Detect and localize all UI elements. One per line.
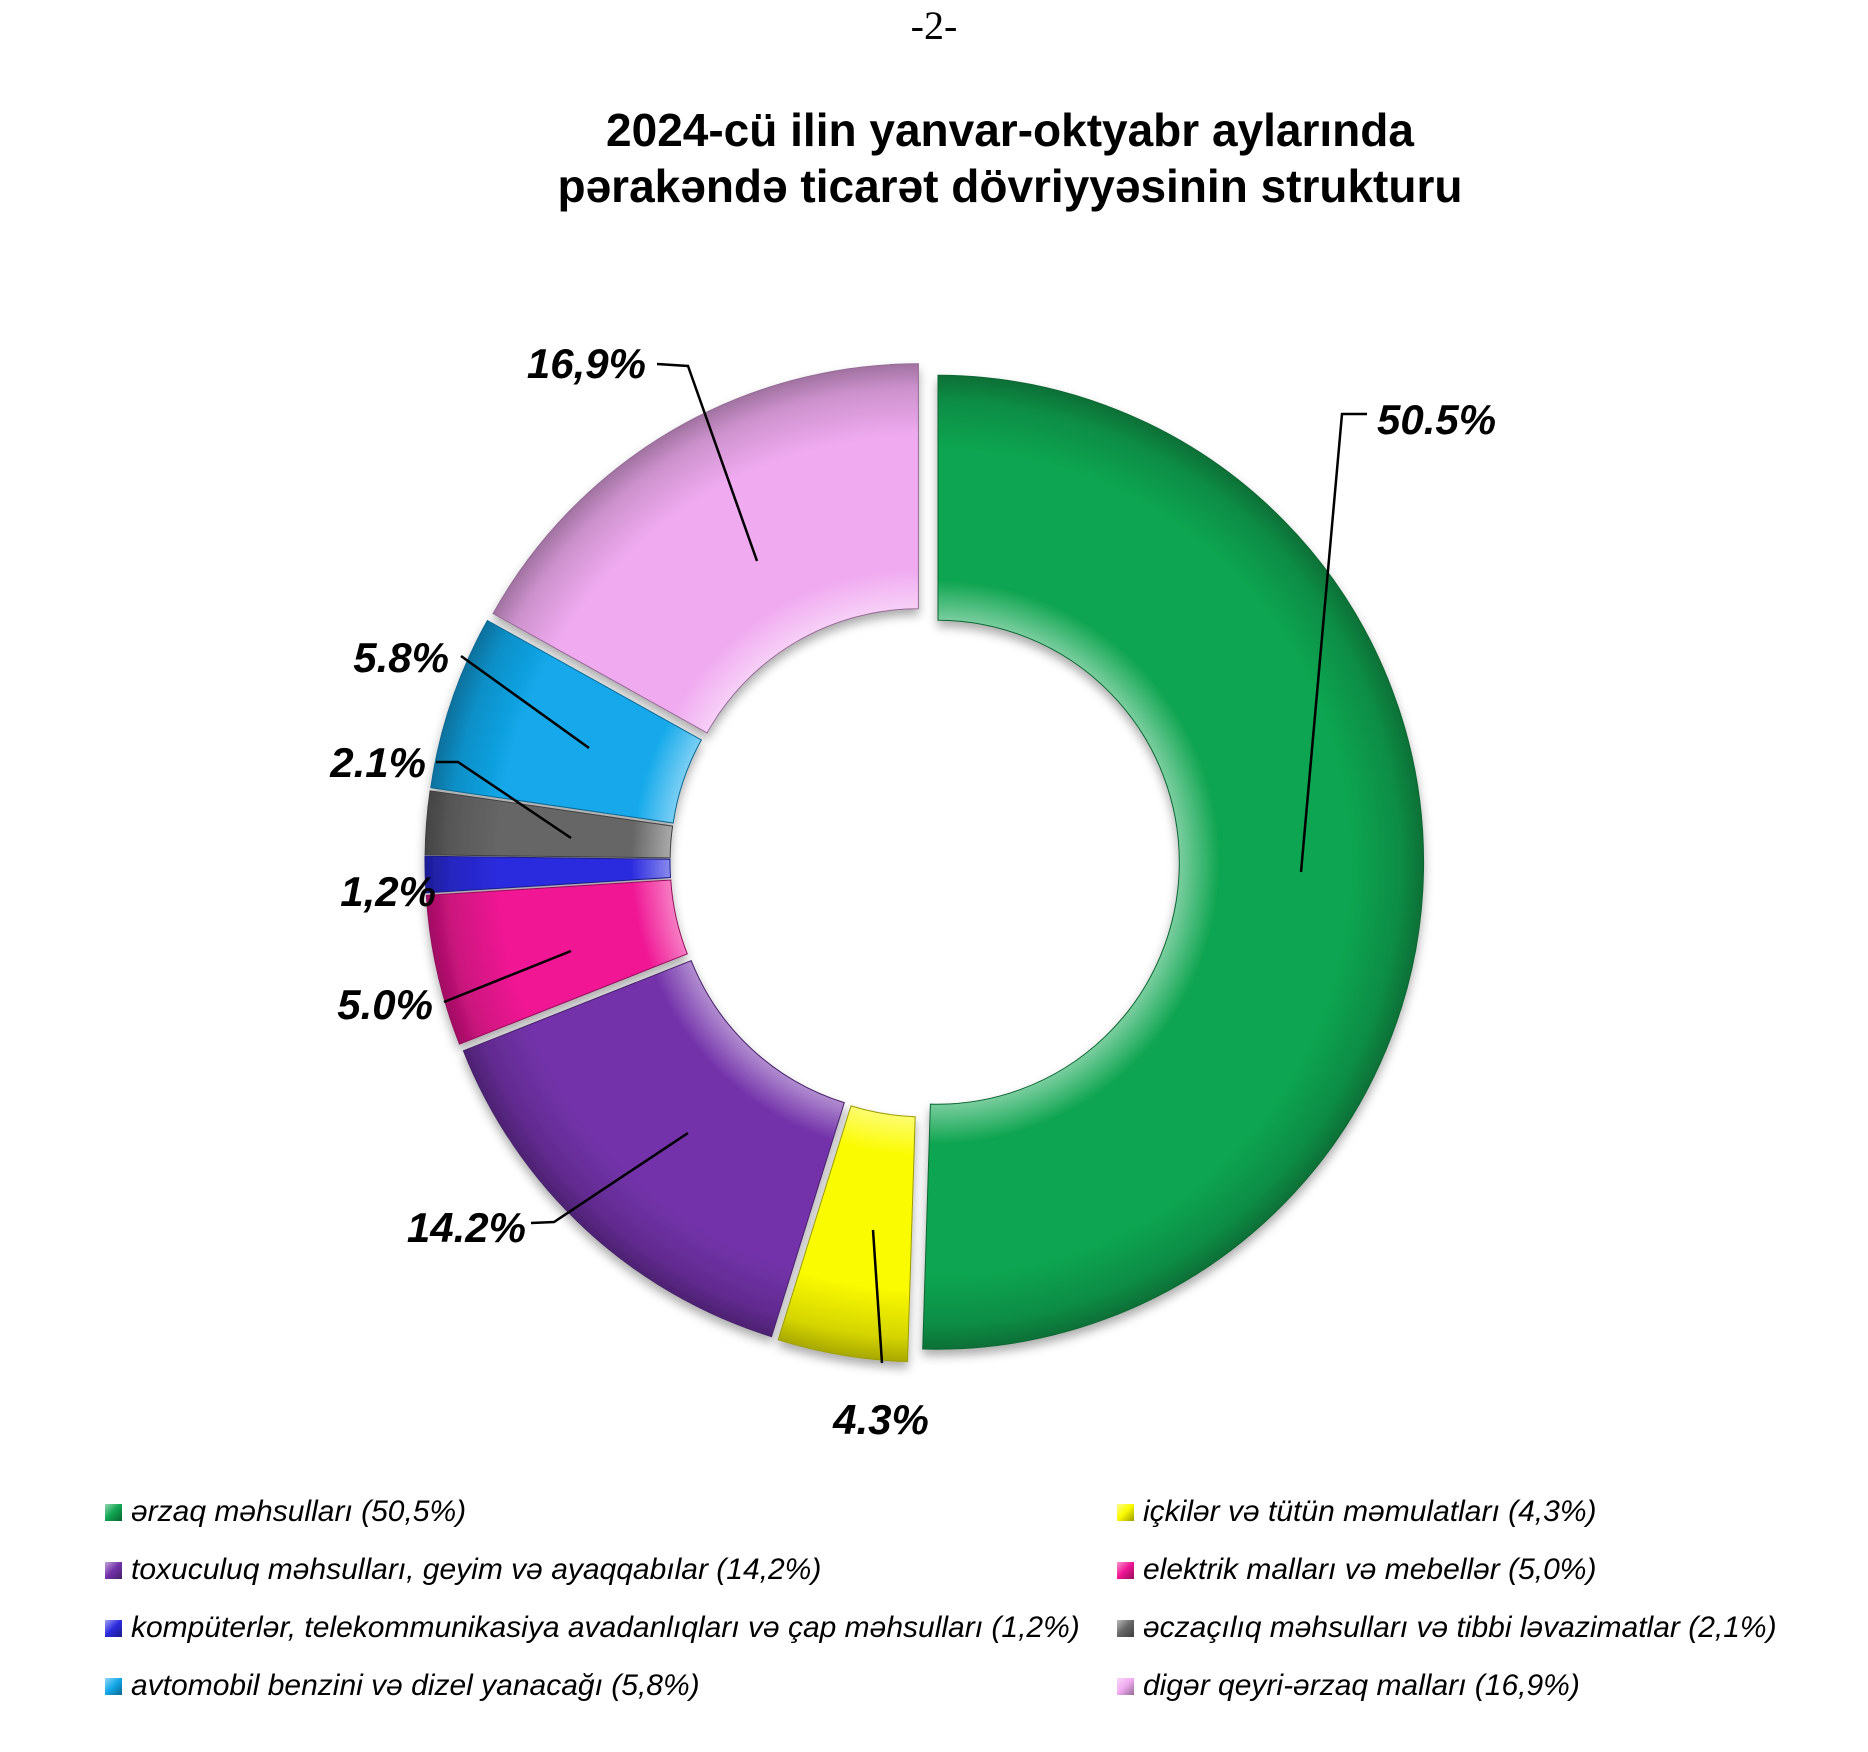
legend-item: toxuculuq məhsulları, geyim və ayaqqabıl… xyxy=(105,1541,1080,1599)
legend-item: əczaçılıq məhsulları və tibbi ləvazimatl… xyxy=(1117,1599,1777,1657)
legend-label: ərzaq məhsulları (50,5%) xyxy=(131,1495,467,1528)
donut-slices xyxy=(424,363,1425,1363)
leader-line-electrical-goods-furniture xyxy=(443,949,572,1004)
slice-label-computers-telecom-print: 1,2% xyxy=(340,868,436,915)
donut-segment-petrol-diesel xyxy=(430,619,703,824)
chart-title: 2024-cü ilin yanvar-oktyabr aylarında pə… xyxy=(557,104,1463,213)
leader-line-pharmaceutical-medical xyxy=(436,760,572,840)
slice-label-pharmaceutical-medical: 2.1% xyxy=(329,739,426,786)
legend-label: əczaçılıq məhsulları və tibbi ləvazimatl… xyxy=(1143,1611,1777,1644)
donut-segment-textiles-clothing-footwear xyxy=(462,959,845,1338)
donut-segment-beverages-tobacco xyxy=(777,1105,916,1363)
legend-label: elektrik malları və mebellər (5,0%) xyxy=(1143,1553,1597,1586)
donut-segment-electrical-goods-furniture xyxy=(425,879,688,1045)
slice-label-beverages-tobacco: 4.3% xyxy=(832,1396,929,1443)
legend-item: elektrik malları və mebellər (5,0%) xyxy=(1117,1541,1777,1599)
leader-line-beverages-tobacco xyxy=(871,1229,884,1364)
legend-right-column: içkilər və tütün məmulatları (4,3%) elekt… xyxy=(1117,1483,1777,1715)
leader-line-petrol-diesel xyxy=(460,654,590,750)
legend-label: avtomobil benzini və dizel yanacağı (5,8… xyxy=(131,1669,700,1702)
legend-swatch-icon xyxy=(105,1677,122,1695)
legend-swatch-icon xyxy=(1117,1561,1134,1579)
donut-segment-other-non-food xyxy=(492,363,919,734)
legend-item: avtomobil benzini və dizel yanacağı (5,8… xyxy=(105,1657,1080,1715)
slice-label-other-non-food: 16,9% xyxy=(527,340,646,387)
slice-label-textiles-clothing-footwear: 14.2% xyxy=(407,1204,526,1251)
legend-swatch-icon xyxy=(1117,1503,1134,1521)
donut-segment-computers-telecom-print xyxy=(424,855,672,894)
slice-label-food-products: 50.5% xyxy=(1377,396,1496,443)
donut-segment-food-products xyxy=(922,374,1425,1350)
donut-labels: 50.5% 4.3% 14.2% 5.0% 1,2% 2.1% 5.8% 16,9% xyxy=(329,340,1496,1443)
page-number: -2- xyxy=(910,3,958,48)
leader-line-other-non-food xyxy=(656,362,759,562)
legend-left-column: ərzaq məhsulları (50,5%) toxuculuq məhsul… xyxy=(105,1483,1080,1715)
legend-swatch-icon xyxy=(105,1503,122,1521)
legend-label: kompüterlər, telekommunikasiya avadanlıq… xyxy=(131,1611,1080,1644)
legend-item: digər qeyri-ərzaq malları (16,9%) xyxy=(1117,1657,1777,1715)
leader-line-food-products xyxy=(1299,412,1367,873)
slice-label-electrical-goods-furniture: 5.0% xyxy=(337,981,433,1028)
legend-swatch-icon xyxy=(105,1561,122,1579)
legend-item: ərzaq məhsulları (50,5%) xyxy=(105,1483,1080,1541)
legend-item: içkilər və tütün məmulatları (4,3%) xyxy=(1117,1483,1777,1541)
legend-label: toxuculuq məhsulları, geyim və ayaqqabıl… xyxy=(131,1553,822,1586)
legend-label: içkilər və tütün məmulatları (4,3%) xyxy=(1143,1495,1597,1528)
legend-swatch-icon xyxy=(105,1619,122,1637)
legend-swatch-icon xyxy=(1117,1677,1134,1695)
legend-item: kompüterlər, telekommunikasiya avadanlıq… xyxy=(105,1599,1080,1657)
slice-label-petrol-diesel: 5.8% xyxy=(353,634,449,681)
legend-swatch-icon xyxy=(1117,1619,1134,1637)
leader-line-textiles-clothing-footwear xyxy=(530,1131,689,1225)
legend-label: digər qeyri-ərzaq malları (16,9%) xyxy=(1143,1669,1580,1702)
